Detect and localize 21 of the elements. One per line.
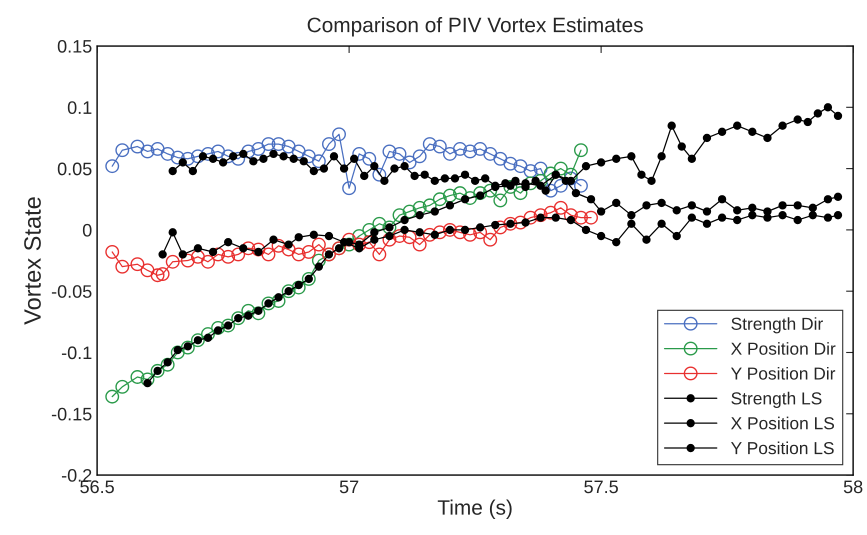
- y-axis-title: Vortex State: [24, 197, 41, 325]
- y-tick-label: -0.05: [52, 285, 92, 298]
- chart-title: Comparison of PIV Vortex Estimates: [308, 17, 643, 36]
- y-tick-label: -0.1: [62, 346, 92, 360]
- x-tick-label: 58: [844, 480, 862, 494]
- legend-label: Y Position Dir: [730, 366, 836, 380]
- legend-label: Y Position LS: [730, 442, 834, 454]
- legend-label: X Position Dir: [730, 342, 836, 355]
- y-tick-label: 0.15: [58, 40, 92, 53]
- y-tick-label: -0.15: [52, 408, 92, 421]
- y-tick-label: 0.05: [58, 162, 92, 176]
- x-tick-label: 57.5: [584, 480, 618, 494]
- legend-label: Strength Dir: [731, 317, 823, 334]
- legend-label: Strength LS: [731, 392, 822, 408]
- x-axis-title: Time (s): [438, 500, 512, 519]
- y-tick-label: -0.2: [62, 469, 92, 482]
- y-tick-label: 0: [82, 224, 92, 237]
- legend-label: X Position LS: [730, 416, 834, 430]
- x-tick-label: 56.5: [80, 480, 114, 494]
- y-tick-label: 0.1: [68, 101, 92, 114]
- x-tick-label: 57: [340, 480, 358, 494]
